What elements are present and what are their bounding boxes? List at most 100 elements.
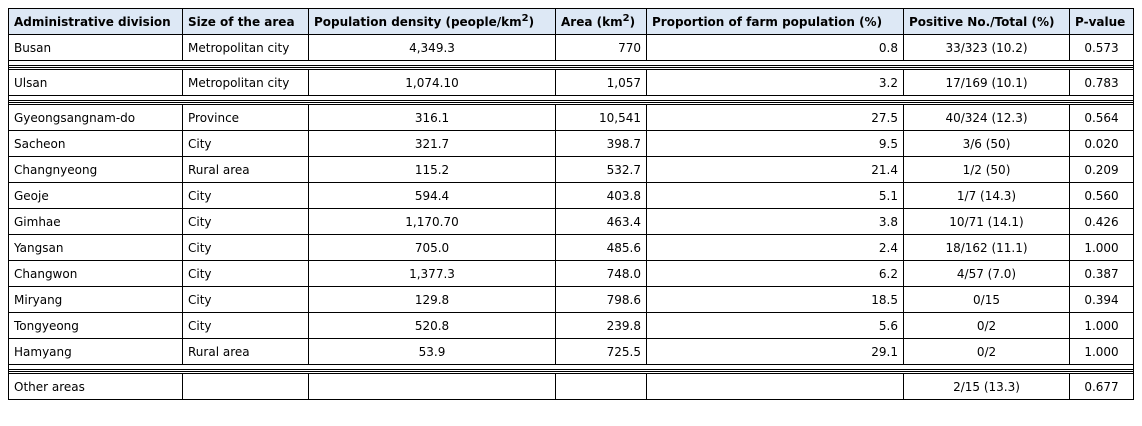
- table-cell: Gyeongsangnam-do: [8, 104, 183, 131]
- separator: [8, 60, 1134, 70]
- table-cell: 129.8: [308, 286, 556, 313]
- header-superscript: 2: [622, 12, 630, 24]
- table-cell: 0.677: [1069, 373, 1134, 400]
- table-cell: 17/169 (10.1): [903, 69, 1070, 96]
- table-cell: 6.2: [646, 260, 904, 287]
- header-text: ): [629, 14, 636, 29]
- header-cell: Size of the area: [182, 8, 309, 35]
- table-cell: 0.573: [1069, 34, 1134, 61]
- table-cell: City: [182, 260, 309, 287]
- table-cell: 1.000: [1069, 234, 1134, 261]
- double-line: [9, 99, 1133, 103]
- header-text: P-value: [1075, 14, 1126, 29]
- table-row: Other areas 2/15 (13.3) 0.677: [8, 373, 1134, 400]
- separator: [8, 364, 1134, 374]
- table-cell: 463.4: [555, 208, 647, 235]
- table-cell: City: [182, 208, 309, 235]
- table-cell: Changnyeong: [8, 156, 183, 183]
- table-cell: Other areas: [8, 373, 183, 400]
- table-cell: Rural area: [182, 338, 309, 365]
- table-cell: 594.4: [308, 182, 556, 209]
- table-cell: 18/162 (11.1): [903, 234, 1070, 261]
- table-cell: Ulsan: [8, 69, 183, 96]
- table-cell: 748.0: [555, 260, 647, 287]
- header-cell: Positive No./Total (%): [903, 8, 1070, 35]
- table-cell: 321.7: [308, 130, 556, 157]
- table-row: Yangsan City 705.0 485.6 2.4 18/162 (11.1) 1.0…: [8, 234, 1134, 261]
- table-cell: Metropolitan city: [182, 69, 309, 96]
- table-cell: 0.426: [1069, 208, 1134, 235]
- table-cell: Sacheon: [8, 130, 183, 157]
- table-cell: 10,541: [555, 104, 647, 131]
- header-cell: Proportion of farm population (%): [646, 8, 904, 35]
- table-cell: 398.7: [555, 130, 647, 157]
- table-cell: 532.7: [555, 156, 647, 183]
- table-cell: 0.8: [646, 34, 904, 61]
- table-row: Gyeongsangnam-do Province 316.1 10,541 27.5 4…: [8, 104, 1134, 131]
- table-cell: 0/2: [903, 312, 1070, 339]
- table-cell: Tongyeong: [8, 312, 183, 339]
- table-cell: [555, 373, 647, 400]
- table-cell: 1,170.70: [308, 208, 556, 235]
- header-superscript: 2: [521, 12, 529, 24]
- table-row: Ulsan Metropolitan city 1,074.10 1,057 3.2 17…: [8, 69, 1134, 96]
- separator-row: [8, 364, 1134, 374]
- table-cell: 0.564: [1069, 104, 1134, 131]
- table-cell: Province: [182, 104, 309, 131]
- table-cell: 21.4: [646, 156, 904, 183]
- table-cell: Busan: [8, 34, 183, 61]
- table-cell: Yangsan: [8, 234, 183, 261]
- table-cell: City: [182, 286, 309, 313]
- table-cell: 798.6: [555, 286, 647, 313]
- table-cell: Rural area: [182, 156, 309, 183]
- table-cell: 27.5: [646, 104, 904, 131]
- table-row: Gimhae City 1,170.70 463.4 3.8 10/71 (14.1) 0.…: [8, 208, 1134, 235]
- table-cell: 18.5: [646, 286, 904, 313]
- double-line: [9, 368, 1133, 372]
- table-cell: 1,057: [555, 69, 647, 96]
- header-text: Size of the area: [188, 14, 295, 29]
- table-cell: Gimhae: [8, 208, 183, 235]
- header-cell: Population density (people/km2): [308, 8, 556, 35]
- header-text: Proportion of farm population (%): [652, 14, 883, 29]
- table-row: Hamyang Rural area 53.9 725.5 29.1 0/2 1.000: [8, 338, 1134, 365]
- table-cell: 5.1: [646, 182, 904, 209]
- header-text: Population density (people/km: [314, 14, 522, 29]
- table-cell: Metropolitan city: [182, 34, 309, 61]
- table-cell: 1,074.10: [308, 69, 556, 96]
- table-cell: City: [182, 182, 309, 209]
- table-cell: 2/15 (13.3): [903, 373, 1070, 400]
- table-cell: 3/6 (50): [903, 130, 1070, 157]
- table-cell: 725.5: [555, 338, 647, 365]
- table-cell: 29.1: [646, 338, 904, 365]
- header-cell: Area (km2): [555, 8, 647, 35]
- separator-row: [8, 95, 1134, 105]
- table-cell: 4,349.3: [308, 34, 556, 61]
- header-text: ): [528, 14, 535, 29]
- table-cell: 0.387: [1069, 260, 1134, 287]
- table-cell: 4/57 (7.0): [903, 260, 1070, 287]
- table-cell: Miryang: [8, 286, 183, 313]
- table-row: Changwon City 1,377.3 748.0 6.2 4/57 (7.0) 0.3…: [8, 260, 1134, 287]
- table-cell: 770: [555, 34, 647, 61]
- table-cell: [308, 373, 556, 400]
- separator-row: [8, 60, 1134, 70]
- table-cell: 115.2: [308, 156, 556, 183]
- table-cell: 1/2 (50): [903, 156, 1070, 183]
- table-cell: 0.560: [1069, 182, 1134, 209]
- table-cell: 1/7 (14.3): [903, 182, 1070, 209]
- table-row: Changnyeong Rural area 115.2 532.7 21.4 1/2 (…: [8, 156, 1134, 183]
- header-text: Area (km: [561, 14, 623, 29]
- table-cell: City: [182, 234, 309, 261]
- data-table: Administrative division Size of the area P…: [8, 8, 1134, 400]
- table-cell: 40/324 (12.3): [903, 104, 1070, 131]
- table-cell: 5.6: [646, 312, 904, 339]
- table-cell: 0.783: [1069, 69, 1134, 96]
- header-text: Positive No./Total (%): [909, 14, 1055, 29]
- table-row: Geoje City 594.4 403.8 5.1 1/7 (14.3) 0.560: [8, 182, 1134, 209]
- table-cell: 33/323 (10.2): [903, 34, 1070, 61]
- table-row: Sacheon City 321.7 398.7 9.5 3/6 (50) 0.020: [8, 130, 1134, 157]
- table-cell: 1.000: [1069, 338, 1134, 365]
- table-row: Tongyeong City 520.8 239.8 5.6 0/2 1.000: [8, 312, 1134, 339]
- table-cell: 9.5: [646, 130, 904, 157]
